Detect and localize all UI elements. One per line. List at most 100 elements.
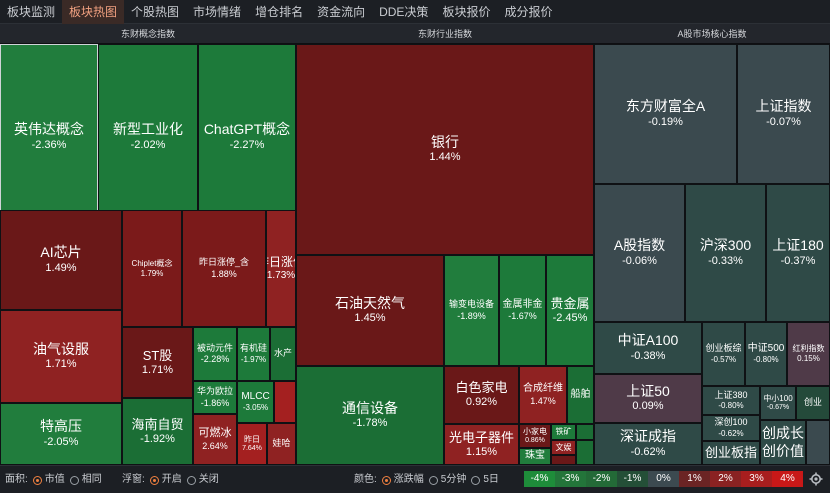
heat-cell[interactable]: 上证指数 -0.07% xyxy=(737,44,830,184)
concept-panel-title: 东财概念指数 xyxy=(0,24,296,44)
heat-cell[interactable]: AI芯片 1.49% xyxy=(0,210,122,310)
tab-sector-quote[interactable]: 板块报价 xyxy=(442,5,491,19)
tab-position-ranking[interactable]: 增仓排名 xyxy=(255,5,304,19)
heat-cell[interactable]: ST股 1.71% xyxy=(122,327,193,398)
radio-color-5day[interactable] xyxy=(471,475,481,485)
heat-cell[interactable] xyxy=(576,440,594,465)
heat-cell[interactable]: 创业板指 xyxy=(702,441,760,465)
heat-cell[interactable]: 深证成指 -0.62% xyxy=(594,423,702,465)
color-5min-label[interactable]: 5分钟 xyxy=(440,474,467,485)
tab-fund-flow[interactable]: 资金流向 xyxy=(317,5,366,19)
area-equal-label[interactable]: 相同 xyxy=(81,474,102,485)
legend-swatch: 4% xyxy=(772,471,803,487)
heat-cell[interactable] xyxy=(274,381,296,423)
heat-cell[interactable]: 小家电 0.86% xyxy=(519,424,551,448)
tab-component-quote[interactable]: 成分报价 xyxy=(504,5,553,19)
heat-cell[interactable]: 创成长 创价值 xyxy=(760,420,806,465)
legend-swatch: -3% xyxy=(555,471,586,487)
heat-cell[interactable]: MLCC -3.05% xyxy=(237,381,274,423)
heat-cell[interactable]: A股指数 -0.06% xyxy=(594,184,685,322)
heat-cell[interactable]: 油气设服 1.71% xyxy=(0,310,122,403)
heat-cell[interactable]: 通信设备 -1.78% xyxy=(296,366,444,465)
heat-cell[interactable]: 光电子器件 1.15% xyxy=(444,424,519,465)
heat-cell[interactable]: 红利指数 0.15% xyxy=(787,322,830,386)
industry-panel: 东财行业指数 银行 1.44% 石油天然气 1.45% 输变电设备 -1.89% 金属… xyxy=(296,24,594,465)
bottom-toolbar: 面积: 市值 相同 浮窗: 开启 关闭 颜色: 涨跌幅 5分钟 5日 -4% -… xyxy=(0,465,830,493)
heat-cell[interactable]: 中证A100 -0.38% xyxy=(594,322,702,374)
radio-float-on[interactable] xyxy=(149,475,159,485)
heat-cell[interactable]: 昨日涨停_含 1.88% xyxy=(182,210,266,327)
heat-cell[interactable]: 昨日涨停1.73% xyxy=(266,210,296,327)
heat-cell[interactable]: 英伟达概念 -2.36% xyxy=(0,44,98,230)
tab-stock-heatmap[interactable]: 个股热图 xyxy=(131,5,180,19)
heat-cell[interactable]: Chiplet概念 1.79% xyxy=(122,210,182,327)
heat-cell[interactable]: 新型工业化 -2.02% xyxy=(98,44,198,230)
tab-dde[interactable]: DDE决策 xyxy=(379,5,429,19)
heat-cell[interactable]: 船舶 xyxy=(567,366,594,424)
area-marketcap-label[interactable]: 市值 xyxy=(44,474,65,485)
radio-float-off[interactable] xyxy=(186,475,196,485)
radio-color-change[interactable] xyxy=(381,475,391,485)
heat-cell[interactable] xyxy=(551,455,576,465)
heat-cell[interactable]: 创业板综 -0.57% xyxy=(702,322,745,386)
heat-cell[interactable]: 中小100 -0.67% xyxy=(760,386,796,420)
heat-cell[interactable]: 珠宝 xyxy=(519,448,551,465)
ashare-panel-title: A股市场核心指数 xyxy=(594,24,830,44)
heat-cell[interactable]: 上证180 -0.37% xyxy=(766,184,830,322)
tab-market-sentiment[interactable]: 市场情绪 xyxy=(193,5,242,19)
legend-swatch: -2% xyxy=(586,471,617,487)
color-option-group: 颜色: 涨跌幅 5分钟 5日 xyxy=(354,473,499,487)
color-change-label[interactable]: 涨跌幅 xyxy=(393,474,424,485)
legend-swatch: 2% xyxy=(710,471,741,487)
tab-bar: 板块监测 板块热图 个股热图 市场情绪 增仓排名 资金流向 DDE决策 板块报价… xyxy=(0,0,830,24)
heat-cell[interactable]: 贵金属 -2.45% xyxy=(546,255,594,366)
heat-cell[interactable]: 铁矿 xyxy=(551,424,576,440)
float-on-label[interactable]: 开启 xyxy=(161,474,182,485)
radio-area-equal[interactable] xyxy=(69,475,79,485)
heat-cell[interactable]: 输变电设备 -1.89% xyxy=(444,255,499,366)
float-off-label[interactable]: 关闭 xyxy=(198,474,219,485)
heat-cell[interactable] xyxy=(576,424,594,440)
radio-color-5min[interactable] xyxy=(428,475,438,485)
area-label: 面积: xyxy=(5,474,28,485)
heat-cell[interactable]: 石油天然气 1.45% xyxy=(296,255,444,366)
heat-cell[interactable]: 中证500 -0.80% xyxy=(745,322,787,386)
heat-cell[interactable]: 有机硅 -1.97% xyxy=(237,327,270,381)
heat-cell[interactable]: ChatGPT概念 -2.27% xyxy=(198,44,296,230)
legend-swatch: 0% xyxy=(648,471,679,487)
area-option-group: 面积: 市值 相同 xyxy=(5,473,102,487)
heat-cell[interactable]: 沪深300 -0.33% xyxy=(685,184,766,322)
heat-cell[interactable]: 文娱 xyxy=(551,440,576,455)
heat-cell[interactable]: 合成纤维 1.47% xyxy=(519,366,567,424)
heat-cell[interactable]: 深创100 -0.62% xyxy=(702,415,760,441)
heat-cell[interactable]: 白色家电 0.92% xyxy=(444,366,519,424)
concept-panel: 东财概念指数 英伟达概念 -2.36% 新型工业化 -2.02% ChatGPT概念… xyxy=(0,24,296,465)
ashare-panel: A股市场核心指数 东方财富全A -0.19% 上证指数 -0.07% A股指数 -0.… xyxy=(594,24,830,465)
heat-cell[interactable]: 创业 xyxy=(796,386,830,420)
float-label: 浮窗: xyxy=(122,474,145,485)
heat-cell[interactable] xyxy=(806,420,830,465)
legend-swatch: -4% xyxy=(524,471,555,487)
heat-cell[interactable]: 上证50 0.09% xyxy=(594,374,702,423)
heat-cell[interactable]: 海南自贸 -1.92% xyxy=(122,398,193,465)
heat-cell[interactable]: 水产 xyxy=(270,327,296,381)
heat-cell[interactable]: 银行 1.44% xyxy=(296,44,594,255)
heat-cell[interactable]: 被动元件 -2.28% xyxy=(193,327,237,381)
heat-cell[interactable]: 东方财富全A -0.19% xyxy=(594,44,737,184)
heat-cell[interactable]: 华为欧拉 -1.86% xyxy=(193,381,237,414)
radio-area-marketcap[interactable] xyxy=(32,475,42,485)
heat-cell[interactable]: 可燃冰 2.64% xyxy=(193,414,237,465)
legend-swatch: 3% xyxy=(741,471,772,487)
heat-cell[interactable]: 上证380 -0.80% xyxy=(702,386,760,415)
heat-cell[interactable]: 娃哈 xyxy=(267,423,296,465)
heat-cell[interactable]: 特高压 -2.05% xyxy=(0,403,122,465)
industry-panel-title: 东财行业指数 xyxy=(296,24,594,44)
color-5day-label[interactable]: 5日 xyxy=(483,474,499,485)
float-option-group: 浮窗: 开启 关闭 xyxy=(122,473,219,487)
tab-sector-heatmap[interactable]: 板块热图 xyxy=(62,0,125,24)
tab-sector-monitor[interactable]: 板块监测 xyxy=(7,5,56,19)
heat-cell[interactable]: 金属非金 -1.67% xyxy=(499,255,546,366)
gear-icon[interactable] xyxy=(809,472,823,486)
heat-cell[interactable]: 昨日 7.64% xyxy=(237,423,267,465)
